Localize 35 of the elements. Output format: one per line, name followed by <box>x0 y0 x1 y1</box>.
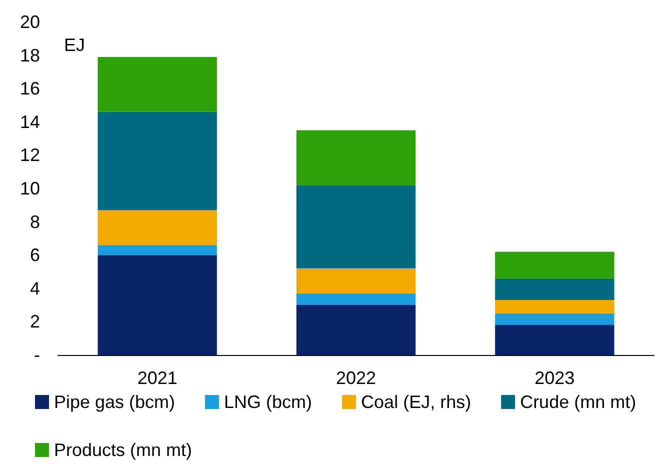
y-tick-label: 12 <box>20 145 40 166</box>
bar <box>98 112 217 210</box>
bar <box>495 300 614 314</box>
y-tick-label: 8 <box>30 212 40 232</box>
y-tick-label: 20 <box>20 12 40 32</box>
bar <box>296 130 416 186</box>
legend-label: LNG (bcm) <box>224 392 312 412</box>
bar <box>98 56 217 112</box>
legend-label: Pipe gas (bcm) <box>54 392 176 412</box>
bar <box>98 255 217 355</box>
legend-label: Crude (mn mt) <box>520 392 636 412</box>
y-tick-label: 2 <box>30 312 40 332</box>
y-axis-title: EJ <box>64 35 86 55</box>
y-tick-label: 4 <box>30 278 40 298</box>
legend-label: Products (mn mt) <box>54 440 192 460</box>
y-tick-label: 10 <box>20 178 40 198</box>
legend-label: Coal (EJ, rhs) <box>361 392 472 412</box>
x-tick-label: 2023 <box>534 368 575 388</box>
bar <box>296 185 416 268</box>
x-tick-label: 2021 <box>137 368 178 388</box>
bar <box>98 210 217 246</box>
y-tick-label: 14 <box>20 112 40 132</box>
y-tick-label: - <box>34 345 40 365</box>
bar <box>296 305 416 355</box>
bar <box>296 268 416 294</box>
x-tick-label: 2022 <box>336 368 376 388</box>
bar <box>98 245 217 256</box>
y-tick-label: 18 <box>20 45 40 66</box>
bar <box>296 293 416 306</box>
y-tick-label: 16 <box>20 78 40 99</box>
bar <box>495 313 614 326</box>
y-tick-label: 6 <box>30 245 40 266</box>
bar <box>495 278 614 300</box>
bar <box>495 325 614 355</box>
bar <box>495 252 614 278</box>
